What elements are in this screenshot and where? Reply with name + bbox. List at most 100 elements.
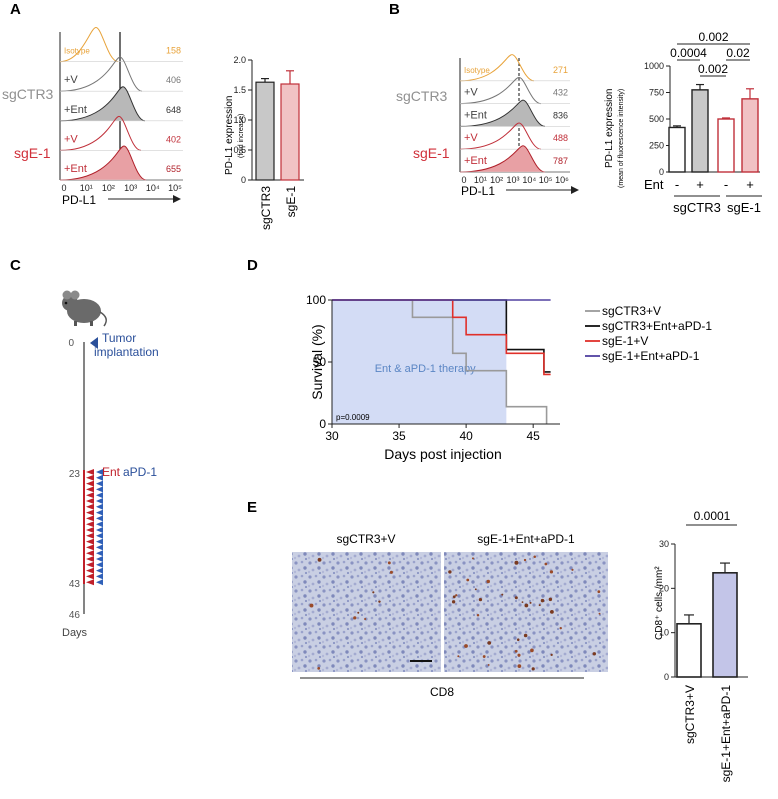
bar-b-bar — [668, 126, 686, 173]
ihc-image-1 — [292, 552, 441, 672]
therapy-label: Ent & aPD-1 therapy — [375, 363, 476, 375]
flow-a-row-name: +Ent — [64, 104, 87, 116]
survival-x-tick: 40 — [459, 429, 473, 443]
survival-xlabel: Days post injection — [384, 446, 502, 462]
bar-b-pvalue: 0.002 — [698, 62, 728, 76]
panel-label-a: A — [10, 1, 21, 18]
flow-a-row-value: 406 — [166, 75, 181, 85]
bar-e-category: sgCTR3+V — [683, 685, 697, 744]
panel-c: C Tumor implantation 0 23 43 46 Ent aPD-… — [10, 257, 159, 639]
flow-b-histogram-curve — [459, 99, 546, 127]
ent-dose-icon — [86, 561, 94, 568]
flow-b-histogram-curve — [459, 76, 542, 105]
bar-b-pvalue: 0.0004 — [670, 46, 707, 60]
flow-a-x-tick: 10⁵ — [168, 183, 182, 193]
bar-b-y-tick: 1000 — [644, 61, 664, 71]
ent-dose-icon — [86, 509, 94, 516]
panel-d: D Ent & aPD-1 therapy p=0.0009 30 35 40 45 0… — [247, 257, 712, 462]
image-2-title: sgE-1+Ent+aPD-1 — [477, 532, 575, 546]
panel-b: B sgCTR3 sgE-1 Isotype 271+V 432+Ent 836+V 4… — [389, 1, 762, 215]
day-tick-0: 0 — [68, 338, 74, 349]
bar-e-y-tick: 30 — [659, 539, 669, 549]
bar-a-y-tick: 0 — [241, 175, 246, 185]
bar-a-ylabel: PD-L1 expression — [224, 96, 235, 175]
bar-e-y-tick: 20 — [659, 583, 669, 593]
flow-b-group-1: sgCTR3 — [396, 88, 448, 104]
apd1-dose-icon — [96, 498, 103, 504]
apd1-dose-icon — [96, 567, 103, 574]
apd1-dose-icon — [96, 521, 103, 528]
bar-b-ent-sign: - — [675, 177, 679, 192]
bar-b-ent-sign: + — [696, 177, 704, 192]
bar-b-y-tick: 0 — [659, 167, 664, 177]
flow-a-group-1: sgCTR3 — [2, 86, 54, 102]
survival-y-tick: 0 — [319, 417, 326, 431]
tumor-arrow-icon — [90, 337, 98, 349]
flow-a-row-name: +V — [64, 133, 78, 145]
ent-dose-icon — [86, 474, 94, 481]
flow-b-row-value: 488 — [553, 133, 568, 143]
flow-b-histogram-curve — [459, 54, 535, 82]
flow-b-row-name: +V — [464, 87, 478, 99]
apd1-dose-icon — [96, 579, 103, 586]
bar-chart-a: PD-L1 expression (fold increase) 0 0.5 1.0… — [224, 55, 304, 230]
flow-b-x-tick: 10⁶ — [555, 175, 569, 185]
survival-ylabel: Survival (%) — [309, 324, 325, 399]
flow-b-x-tick: 10⁴ — [522, 175, 536, 185]
apd1-dose-icon — [96, 503, 103, 510]
flow-a-row-name: +V — [64, 74, 78, 86]
panel-a: A sgCTR3 sgE-1 Isotype 158 +V 406 +Ent 648 +V 4… — [2, 1, 304, 230]
flow-b-x-tick: 0 — [461, 175, 466, 185]
flow-b-row-name: +Ent — [464, 155, 487, 167]
flow-b-row-value: 432 — [553, 88, 568, 98]
bar-b-bar — [717, 118, 735, 173]
bar-chart-b: PD-L1 expression (mean of fluorescence i… — [604, 30, 762, 215]
ent-dose-icon — [86, 579, 94, 586]
flow-a-x-tick: 10³ — [124, 183, 137, 193]
flow-b-x-tick: 10¹ — [474, 175, 487, 185]
panel-label-c: C — [10, 257, 21, 274]
ihc-image-2 — [444, 552, 608, 672]
panel-label-d: D — [247, 257, 258, 274]
flow-a-histogram-curve — [59, 86, 146, 122]
flow-b-xlabel: PD-L1 — [461, 184, 495, 198]
ent-dose-icon — [86, 527, 94, 533]
legend-label: sgE-1+Ent+aPD-1 — [602, 349, 700, 363]
survival-curve — [332, 299, 551, 376]
apd1-dose-icon — [96, 573, 103, 580]
survival-curve — [332, 299, 548, 424]
bar-e-bar — [712, 572, 738, 678]
flow-a-group-2: sgE-1 — [14, 145, 51, 161]
apd1-label: aPD-1 — [123, 465, 157, 479]
bar-a-y-tick: 0.5 — [233, 145, 246, 155]
mouse-icon — [62, 290, 107, 327]
flow-a-histogram-curve — [59, 115, 142, 151]
flow-b-row-name: +V — [464, 132, 478, 144]
bar-chart-e: CD8⁺ cells /mm² 0 10 20 30 sgCTR3+V sgE-1+En… — [654, 509, 748, 782]
apd1-dose-icon — [96, 486, 103, 493]
bar-e-category: sgE-1+Ent+aPD-1 — [719, 685, 733, 783]
bar-a-bar — [255, 81, 275, 181]
ent-dose-icon — [86, 556, 94, 562]
survival-x-tick: 45 — [526, 429, 540, 443]
bar-b-ent-label: Ent — [644, 177, 664, 192]
survival-y-tick: 100 — [306, 293, 326, 307]
apd1-dose-icon — [96, 480, 103, 487]
bar-a-ylabel-sub: (fold increase) — [238, 114, 245, 158]
apd1-dose-icon — [96, 469, 103, 475]
flow-a-row-value: 648 — [166, 105, 181, 115]
survival-y-tick: 50 — [313, 355, 327, 369]
flow-a-row-value: 158 — [166, 46, 181, 56]
bar-b-bar — [691, 89, 709, 173]
flow-a-x-tick: 10¹ — [80, 183, 93, 193]
bar-a-category: sgE-1 — [284, 186, 298, 218]
bar-b-pvalue: 0.002 — [698, 30, 728, 44]
survival-pvalue: p=0.0009 — [336, 413, 370, 422]
flow-a-row-value: 402 — [166, 134, 181, 144]
bar-b-ent-sign: + — [746, 177, 754, 192]
bar-b-ylabel: PD-L1 expression — [604, 89, 615, 168]
flow-b-x-tick: 10³ — [506, 175, 519, 185]
flow-b-x-tick: 10² — [490, 175, 503, 185]
bar-b-y-tick: 500 — [649, 114, 664, 124]
ent-dose-icon — [86, 573, 94, 580]
